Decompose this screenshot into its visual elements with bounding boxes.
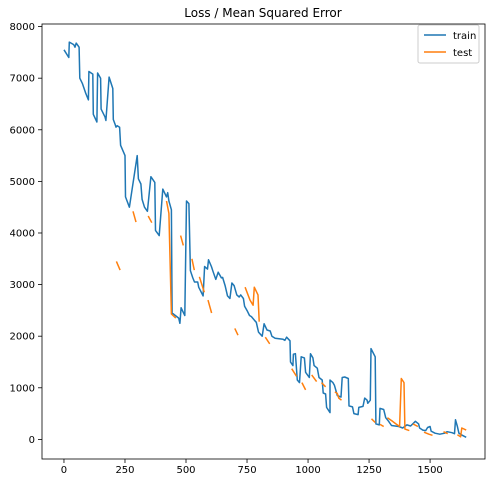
- series-line-test-segment-21: [443, 431, 449, 435]
- series-line-train: [63, 41, 467, 438]
- y-tick-label-8000: 8000: [10, 22, 35, 33]
- series-line-test-segment-9: [244, 286, 260, 322]
- x-tick-label-250: 250: [115, 465, 134, 476]
- series-layer: [63, 41, 467, 438]
- y-tick-label-6000: 6000: [10, 125, 35, 136]
- series-line-test-segment-3: [165, 200, 177, 319]
- legend: train test: [417, 24, 480, 64]
- series-line-test-segment-0: [115, 261, 121, 271]
- y-tick-label-5000: 5000: [10, 177, 35, 188]
- series-line-test-segment-22: [456, 427, 467, 438]
- series-line-test-segment-10: [264, 336, 271, 345]
- y-tick-label-1000: 1000: [10, 383, 35, 394]
- series-line-test-segment-6: [198, 276, 206, 293]
- series-line-test-segment-17: [379, 423, 385, 428]
- chart-title: Loss / Mean Squared Error: [184, 6, 341, 20]
- series-line-test-segment-14: [320, 382, 327, 388]
- x-tick-label-1500: 1500: [417, 465, 442, 476]
- x-tick-label-1250: 1250: [356, 465, 381, 476]
- series-line-test-segment-7: [207, 299, 213, 314]
- series-line-test-segment-2: [147, 215, 153, 224]
- series-line-test-segment-15: [334, 391, 342, 401]
- series-line-test-segment-1: [132, 211, 137, 223]
- series-line-test-segment-18: [386, 377, 410, 432]
- x-tick-label-1000: 1000: [295, 465, 320, 476]
- axes-layer: 0 250 500 750 1000 1250 1500 0 1000 2000 3000 4000 5…: [10, 22, 486, 476]
- y-tick-label-3000: 3000: [10, 280, 35, 291]
- x-tick-label-500: 500: [176, 465, 195, 476]
- series-line-test-segment-4: [179, 235, 185, 246]
- y-tick-label-0: 0: [29, 435, 35, 446]
- y-tick-label-2000: 2000: [10, 332, 35, 343]
- x-tick-label-750: 750: [237, 465, 256, 476]
- series-line-test-segment-20: [423, 431, 433, 437]
- x-tick-label-0: 0: [61, 465, 67, 476]
- series-line-test-segment-12: [301, 382, 307, 391]
- y-tick-label-7000: 7000: [10, 74, 35, 85]
- plot-frame: [41, 23, 486, 460]
- series-line-test-segment-11: [291, 368, 298, 377]
- series-line-test-segment-16: [370, 418, 376, 423]
- series-line-test-segment-8: [234, 328, 239, 336]
- series-line-test-segment-13: [311, 374, 318, 383]
- legend-label-test: test: [453, 48, 472, 59]
- y-tick-label-4000: 4000: [10, 228, 35, 239]
- legend-label-train: train: [453, 31, 476, 42]
- series-line-test-segment-19: [412, 423, 419, 428]
- series-line-test-segment-5: [191, 258, 196, 271]
